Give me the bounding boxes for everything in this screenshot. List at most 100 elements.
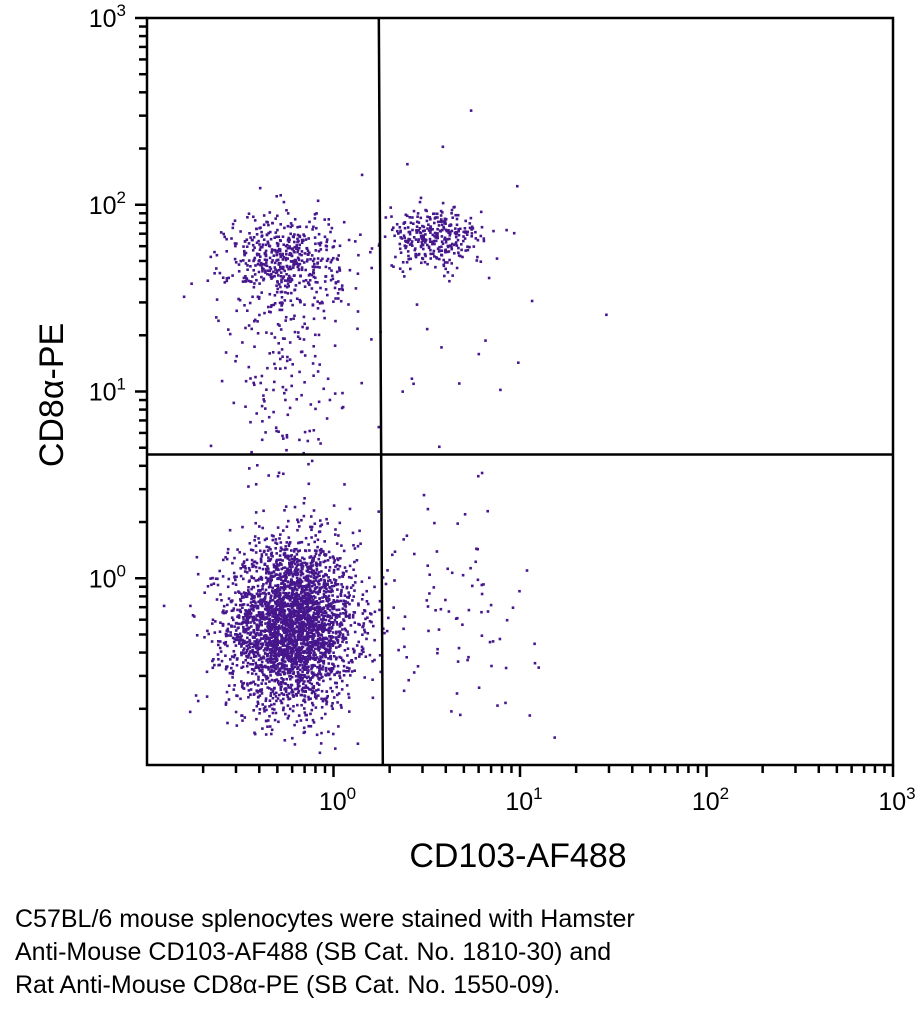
data-point	[327, 223, 330, 226]
data-point	[325, 583, 329, 586]
data-point	[302, 682, 305, 686]
data-point	[410, 377, 414, 380]
data-point	[270, 622, 273, 626]
data-point	[259, 589, 262, 592]
data-point	[311, 303, 315, 306]
data-point	[275, 284, 278, 287]
data-point	[262, 649, 266, 652]
data-point	[321, 646, 324, 649]
data-point	[299, 274, 302, 278]
data-point	[249, 592, 252, 596]
data-point	[237, 622, 241, 626]
data-point	[260, 689, 263, 693]
data-point	[301, 238, 304, 242]
data-point	[325, 696, 329, 700]
data-point	[330, 667, 333, 670]
data-point	[312, 569, 316, 573]
data-point	[285, 664, 288, 667]
data-point	[308, 631, 311, 635]
data-point	[328, 556, 332, 559]
data-point	[246, 631, 250, 635]
data-point	[455, 223, 459, 227]
data-point	[271, 589, 274, 592]
data-point	[270, 578, 273, 581]
data-point	[413, 248, 417, 252]
data-point	[307, 598, 311, 601]
data-point	[299, 630, 303, 633]
data-point	[275, 616, 278, 620]
data-point	[306, 623, 309, 626]
data-point	[269, 691, 273, 695]
data-point	[362, 650, 365, 654]
data-point	[232, 655, 236, 659]
data-point	[256, 464, 259, 467]
data-point	[283, 639, 287, 642]
data-point	[467, 655, 470, 659]
data-point	[303, 707, 306, 710]
data-point	[314, 622, 317, 625]
data-point	[325, 611, 328, 615]
data-point	[296, 598, 299, 602]
data-point	[290, 579, 293, 583]
data-point	[496, 704, 499, 707]
data-point	[239, 610, 243, 614]
data-point	[215, 598, 219, 601]
data-point	[315, 695, 318, 698]
data-point	[426, 507, 430, 511]
data-point	[255, 642, 258, 646]
data-point	[268, 628, 272, 631]
data-point	[334, 632, 338, 635]
data-point	[324, 667, 328, 671]
data-point	[447, 231, 450, 234]
data-point	[241, 606, 244, 609]
data-point	[457, 246, 460, 250]
data-point	[410, 242, 413, 246]
data-point	[311, 564, 315, 567]
data-point	[275, 195, 278, 198]
data-point	[217, 643, 220, 647]
data-point	[285, 654, 288, 658]
data-point	[337, 534, 340, 537]
data-point	[305, 676, 309, 680]
tick-exponent: 1	[533, 784, 542, 803]
data-point	[275, 567, 278, 571]
data-point	[273, 294, 277, 297]
data-point	[245, 609, 248, 613]
data-point	[304, 651, 308, 654]
data-point	[334, 681, 337, 685]
data-point	[309, 566, 313, 569]
data-point	[317, 645, 320, 649]
data-point	[295, 600, 298, 604]
data-point	[294, 630, 297, 633]
data-point	[272, 563, 276, 566]
data-point	[266, 578, 270, 581]
data-point	[425, 599, 429, 602]
data-point	[303, 381, 306, 384]
data-point	[292, 550, 296, 553]
data-point	[279, 613, 282, 617]
data-point	[299, 602, 302, 606]
data-point	[279, 357, 282, 361]
data-point	[238, 298, 242, 302]
data-point	[308, 653, 312, 656]
data-point	[240, 645, 243, 648]
data-point	[267, 244, 271, 247]
data-point	[445, 229, 449, 233]
data-point	[249, 601, 253, 604]
data-point	[311, 718, 315, 722]
data-point	[315, 612, 318, 616]
data-point	[270, 571, 273, 574]
data-point	[338, 268, 341, 271]
data-point	[446, 244, 450, 248]
data-point	[318, 243, 322, 247]
data-point	[294, 572, 297, 575]
data-point	[459, 713, 462, 717]
data-point	[255, 628, 259, 632]
data-point	[351, 599, 354, 602]
data-point	[297, 257, 300, 261]
data-point	[292, 631, 295, 634]
data-point	[343, 627, 347, 631]
data-point	[269, 305, 273, 309]
data-point	[239, 574, 243, 578]
data-point	[219, 231, 223, 234]
